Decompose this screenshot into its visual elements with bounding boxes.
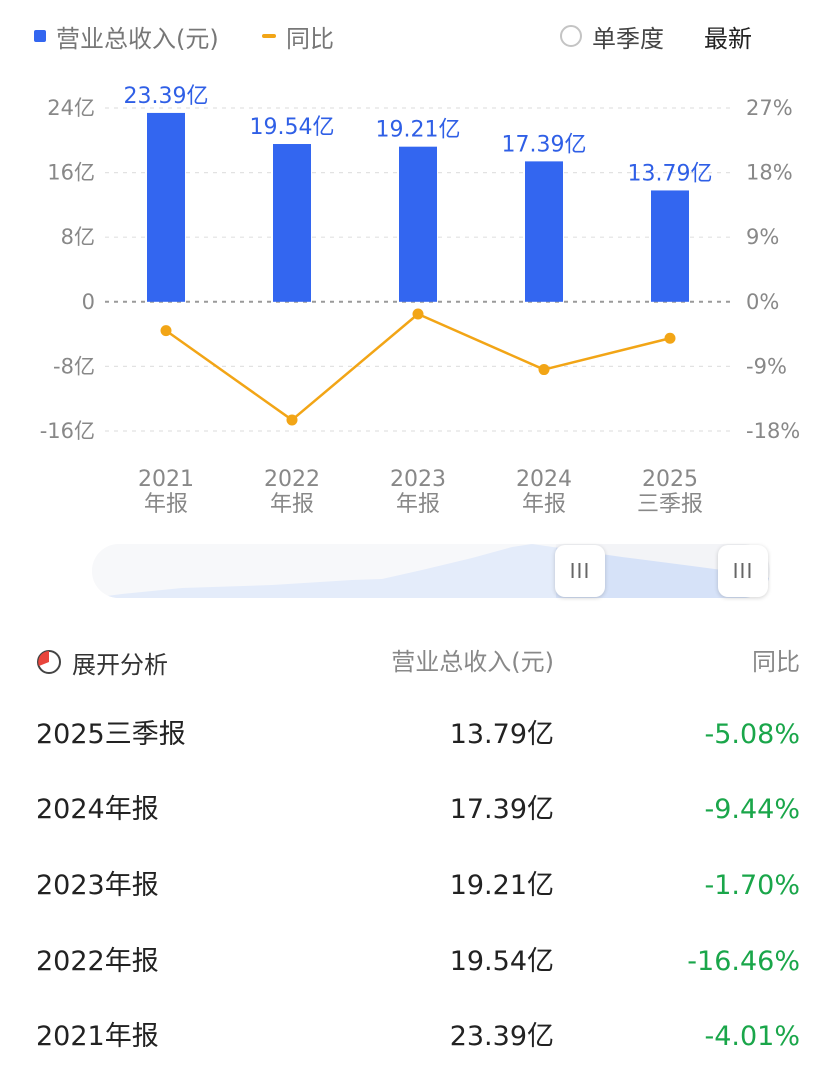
row-revenue: 13.79亿 [449, 719, 554, 750]
revenue-combo-chart: 24亿 16亿 8亿 0 -8亿 -16亿 27% 18% 9% 0% -9% -18% 23.39亿 1… [40, 84, 801, 517]
yoy-point [538, 364, 550, 376]
row-revenue: 19.21亿 [449, 870, 554, 901]
category-year-label: 2022 [264, 467, 320, 492]
left-axis-tick: 8亿 [61, 225, 95, 249]
table-header: 展开分析 营业总收入(元) 同比 [0, 634, 834, 690]
expand-analysis-label: 展开分析 [72, 650, 168, 679]
slider-handle-left[interactable]: III [555, 545, 605, 597]
yoy-point [664, 332, 676, 344]
left-axis-tick: 24亿 [47, 96, 95, 120]
table-row[interactable]: 2025三季报 13.79亿 -5.08% [0, 697, 834, 773]
category-year-label: 2025 [642, 467, 698, 492]
row-revenue: 19.54亿 [449, 946, 554, 977]
bar-value-label: 17.39亿 [502, 132, 587, 157]
slider-handle-right[interactable]: III [718, 545, 768, 597]
yoy-point [160, 325, 172, 337]
table-row[interactable]: 2022年报 19.54亿 -16.46% [0, 924, 834, 1000]
row-revenue: 23.39亿 [449, 1021, 554, 1052]
bar-legend-icon [34, 30, 46, 42]
yoy-point [286, 414, 298, 426]
right-axis-tick: 27% [746, 96, 793, 120]
legend-yoy-label: 同比 [286, 24, 334, 53]
left-axis-tick: -8亿 [53, 354, 95, 378]
row-yoy: -5.08% [704, 719, 800, 750]
row-period: 2022年报 [36, 946, 159, 977]
bar-value-label: 19.21亿 [376, 118, 461, 143]
bar-value-label: 19.54亿 [250, 115, 335, 140]
category-type-label: 年报 [270, 492, 314, 517]
row-period: 2025三季报 [36, 719, 186, 750]
bar-value-label: 13.79亿 [628, 161, 713, 186]
revenue-bar [525, 161, 563, 302]
row-yoy: -9.44% [704, 794, 800, 825]
table-row[interactable]: 2023年报 19.21亿 -1.70% [0, 848, 834, 924]
right-axis-tick: 0% [746, 290, 779, 314]
chart-header: 营业总收入(元) 同比 单季度 最新 [0, 0, 834, 72]
single-quarter-toggle[interactable]: 单季度 [560, 18, 664, 54]
left-axis-tick: -16亿 [40, 419, 95, 443]
category-type-label: 年报 [144, 492, 188, 517]
table-row[interactable]: 2024年报 17.39亿 -9.44% [0, 772, 834, 848]
category-year-label: 2023 [390, 467, 446, 492]
slider-preview-area [92, 544, 770, 598]
column-header-revenue: 营业总收入(元) [391, 648, 554, 676]
clock-icon [37, 650, 61, 674]
category-type-label: 年报 [396, 492, 440, 517]
legend-yoy[interactable]: 同比 [262, 18, 334, 54]
radio-icon[interactable] [560, 25, 582, 47]
row-revenue: 17.39亿 [449, 794, 554, 825]
line-legend-icon [262, 34, 276, 38]
row-period: 2024年报 [36, 794, 159, 825]
range-slider[interactable] [92, 544, 770, 598]
legend-revenue-label: 营业总收入(元) [56, 24, 219, 53]
row-yoy: -16.46% [687, 946, 800, 977]
left-axis-tick: 0 [82, 290, 95, 314]
row-yoy: -4.01% [704, 1021, 800, 1052]
revenue-bar [273, 144, 311, 302]
revenue-bar [147, 112, 185, 302]
row-period: 2021年报 [36, 1021, 159, 1052]
bar-value-label: 23.39亿 [124, 84, 209, 109]
left-axis-tick: 16亿 [47, 161, 95, 185]
table-row[interactable]: 2021年报 23.39亿 -4.01% [0, 999, 834, 1075]
revenue-bar [399, 146, 437, 302]
category-type-label: 年报 [522, 492, 566, 517]
right-axis-tick: -18% [746, 419, 800, 443]
category-type-label: 三季报 [637, 492, 703, 517]
column-header-yoy: 同比 [752, 648, 800, 676]
category-year-label: 2021 [138, 467, 194, 492]
right-axis-tick: -9% [746, 354, 787, 378]
category-year-label: 2024 [516, 467, 572, 492]
right-axis-tick: 9% [746, 225, 779, 249]
right-axis-tick: 18% [746, 161, 793, 185]
revenue-bar [651, 190, 689, 302]
latest-button[interactable]: 最新 [704, 24, 752, 53]
row-yoy: -1.70% [704, 870, 800, 901]
legend-revenue[interactable]: 营业总收入(元) [34, 18, 219, 54]
single-quarter-label: 单季度 [592, 24, 664, 53]
expand-analysis-button[interactable]: 展开分析 [36, 634, 168, 690]
yoy-point [412, 308, 424, 320]
row-period: 2023年报 [36, 870, 159, 901]
